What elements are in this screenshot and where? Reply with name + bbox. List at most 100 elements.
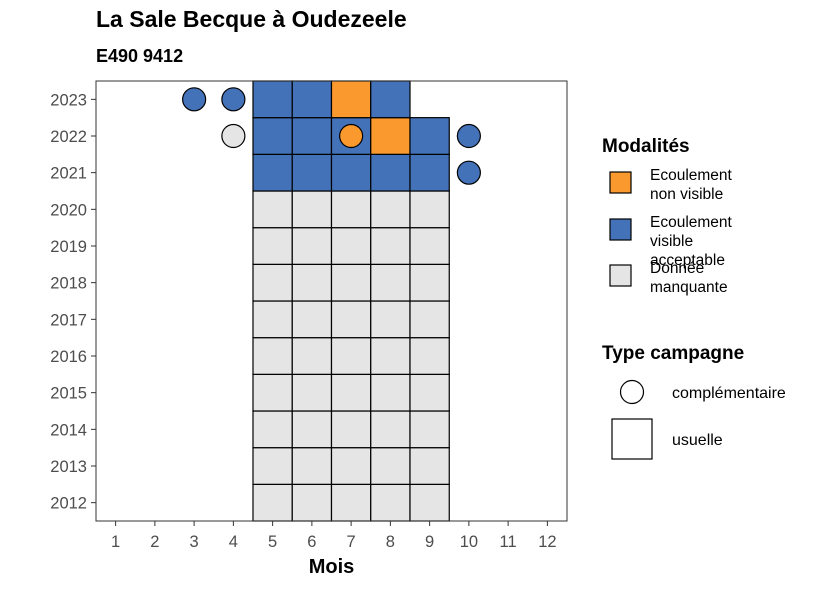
cell-2016-9: [409, 337, 450, 375]
x-tick-label-11: 11: [500, 533, 517, 551]
cell-2013-5: [252, 447, 293, 485]
cell-2019-6: [291, 227, 333, 265]
cell-2023-6: [291, 80, 333, 119]
cell-2023-8: [370, 80, 411, 119]
x-axis-label: Mois: [309, 556, 355, 578]
x-tick-label-9: 9: [425, 533, 434, 551]
cell-2014-5: [252, 410, 293, 449]
x-tick-label-4: 4: [229, 533, 238, 551]
cell-2022-6: [291, 117, 333, 155]
cell-2012-7: [330, 483, 372, 522]
x-tick-label-8: 8: [386, 533, 395, 551]
x-axis: 1 2 3 4 5 6 7 8 9 10 11 12: [111, 521, 557, 551]
y-tick-label-2022: 2022: [50, 128, 87, 146]
cell-2017-6: [291, 300, 333, 339]
cell-2015-7: [330, 373, 372, 412]
legend-campagne-label-0: complémentaire: [672, 385, 786, 402]
cell-2019-5: [252, 227, 293, 265]
legend-label-2-1: manquante: [650, 279, 728, 296]
y-tick-label-2018: 2018: [50, 275, 87, 293]
x-tick-label-6: 6: [307, 533, 316, 551]
cell-2017-8: [370, 300, 411, 339]
x-tick-label-2: 2: [150, 533, 159, 551]
usuelle-cells: [252, 80, 450, 522]
cell-2023-5: [252, 80, 293, 119]
cell-2014-6: [291, 410, 333, 449]
cell-2021-8: [370, 153, 411, 192]
cell-2022-5: [252, 117, 293, 155]
y-tick-label-2020: 2020: [50, 201, 87, 219]
cell-2016-8: [370, 337, 411, 375]
cell-2014-9: [409, 410, 450, 449]
cell-2016-7: [330, 337, 372, 375]
cell-2023-7: [330, 80, 372, 119]
cell-2018-6: [291, 263, 333, 302]
legend-label-0-0: Ecoulement: [650, 167, 733, 184]
cell-2018-5: [252, 263, 293, 302]
cell-2017-7: [330, 300, 372, 339]
y-tick-label-2013: 2013: [50, 458, 87, 476]
legend-type-campagne: Type campagne complémentaire usuelle: [602, 343, 786, 460]
cell-2013-9: [409, 447, 450, 485]
cell-2021-5: [252, 153, 293, 192]
chart-subtitle: E490 9412: [96, 46, 184, 66]
cell-2018-9: [409, 263, 450, 302]
cell-2015-8: [370, 373, 411, 412]
cell-2018-7: [330, 263, 372, 302]
cell-2021-7: [330, 153, 372, 192]
y-tick-label-2021: 2021: [50, 165, 87, 183]
cell-2017-5: [252, 300, 293, 339]
cell-2020-7: [330, 190, 372, 229]
cell-2022-9: [409, 117, 450, 155]
cell-2015-9: [409, 373, 450, 412]
cell-2020-8: [370, 190, 411, 229]
cell-2013-8: [370, 447, 411, 485]
legend-label-1-1: visible: [650, 233, 693, 250]
legend-modalites-title: Modalités: [602, 136, 690, 157]
x-tick-label-7: 7: [347, 533, 356, 551]
y-tick-label-2015: 2015: [50, 385, 87, 403]
cell-2021-6: [291, 153, 333, 192]
legend-label-1-0: Ecoulement: [650, 214, 733, 231]
cell-2012-5: [252, 483, 293, 522]
y-tick-label-2019: 2019: [50, 238, 87, 256]
y-axis: 2012 2013 2014 2015 2016 2017 2018 2019 2020 2021…: [50, 91, 96, 513]
y-tick-label-2014: 2014: [50, 421, 87, 439]
legend-label-2-0: Donnée: [650, 260, 704, 277]
point-2022-10: [456, 123, 481, 149]
x-tick-label-1: 1: [111, 533, 120, 551]
cell-2019-7: [330, 227, 372, 265]
cell-2015-6: [291, 373, 333, 412]
x-tick-label-12: 12: [538, 533, 556, 551]
cell-2016-5: [252, 337, 293, 375]
legend-label-0-1: non visible: [650, 186, 723, 203]
legend-key-0: [609, 171, 632, 194]
cell-2020-5: [252, 190, 293, 229]
cell-2017-9: [409, 300, 450, 339]
cell-2013-6: [291, 447, 333, 485]
point-2023-3: [182, 87, 207, 112]
cell-2014-8: [370, 410, 411, 449]
cell-2019-8: [370, 227, 411, 265]
cell-2021-9: [409, 153, 450, 192]
point-2022-7: [339, 123, 364, 149]
cell-2013-7: [330, 447, 372, 485]
legend-key-2: [609, 264, 632, 287]
cell-2019-9: [409, 227, 450, 265]
cell-2020-6: [291, 190, 333, 229]
legend-modalites: Modalités Ecoulement non visible Ecoulement…: [602, 136, 733, 296]
legend-key-1: [609, 218, 632, 241]
y-tick-label-2023: 2023: [50, 91, 87, 109]
x-tick-label-3: 3: [190, 533, 199, 551]
cell-2018-8: [370, 263, 411, 302]
point-2023-4: [221, 87, 246, 112]
cell-2012-9: [409, 483, 450, 522]
y-tick-label-2016: 2016: [50, 348, 87, 366]
panel-border: [95, 80, 568, 522]
legend-campagne-label-1: usuelle: [672, 432, 723, 449]
cell-2022-8: [370, 117, 411, 155]
cell-2012-6: [291, 483, 333, 522]
legend-campagne-title: Type campagne: [602, 343, 744, 364]
y-tick-label-2012: 2012: [50, 495, 87, 513]
